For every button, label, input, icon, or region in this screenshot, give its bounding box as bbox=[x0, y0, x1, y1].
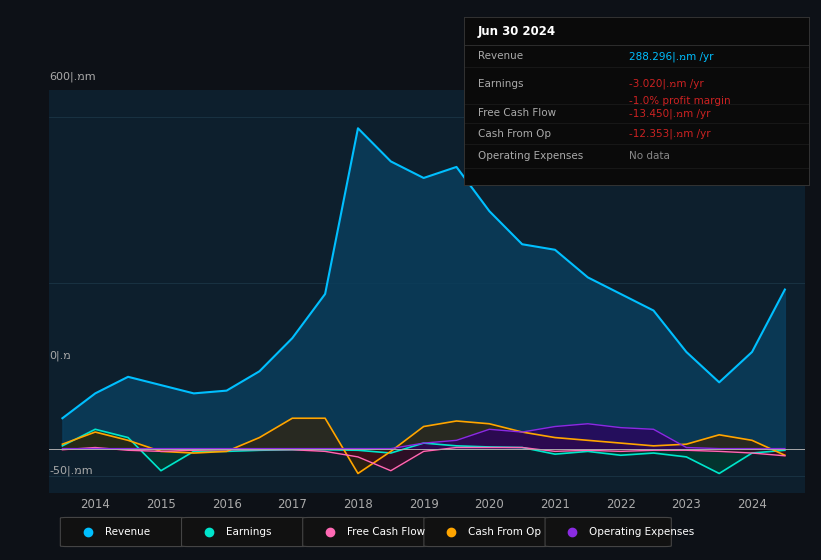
Text: -50|.מm: -50|.מm bbox=[49, 465, 93, 476]
Text: Operating Expenses: Operating Expenses bbox=[589, 527, 695, 537]
FancyBboxPatch shape bbox=[424, 517, 550, 547]
Text: No data: No data bbox=[630, 151, 670, 161]
Text: Earnings: Earnings bbox=[478, 79, 523, 89]
Text: 288.296|.מm /yr: 288.296|.מm /yr bbox=[630, 51, 714, 62]
Text: Cash From Op: Cash From Op bbox=[478, 129, 551, 138]
Text: Free Cash Flow: Free Cash Flow bbox=[478, 109, 556, 118]
Text: Cash From Op: Cash From Op bbox=[468, 527, 541, 537]
Text: Earnings: Earnings bbox=[226, 527, 272, 537]
Text: Revenue: Revenue bbox=[478, 52, 523, 61]
Text: -13.450|.מm /yr: -13.450|.מm /yr bbox=[630, 108, 711, 119]
Text: -1.0% profit margin: -1.0% profit margin bbox=[630, 96, 731, 106]
FancyBboxPatch shape bbox=[545, 517, 672, 547]
Text: Free Cash Flow: Free Cash Flow bbox=[347, 527, 425, 537]
Text: -12.353|.מm /yr: -12.353|.מm /yr bbox=[630, 128, 711, 139]
FancyBboxPatch shape bbox=[181, 517, 308, 547]
Text: 600|.מm: 600|.מm bbox=[49, 71, 96, 82]
Text: Operating Expenses: Operating Expenses bbox=[478, 151, 583, 161]
Text: Revenue: Revenue bbox=[105, 527, 149, 537]
FancyBboxPatch shape bbox=[61, 517, 186, 547]
Text: -3.020|.מm /yr: -3.020|.מm /yr bbox=[630, 79, 704, 89]
Text: Jun 30 2024: Jun 30 2024 bbox=[478, 25, 556, 39]
FancyBboxPatch shape bbox=[303, 517, 429, 547]
Text: 0|.מ: 0|.מ bbox=[49, 351, 71, 361]
